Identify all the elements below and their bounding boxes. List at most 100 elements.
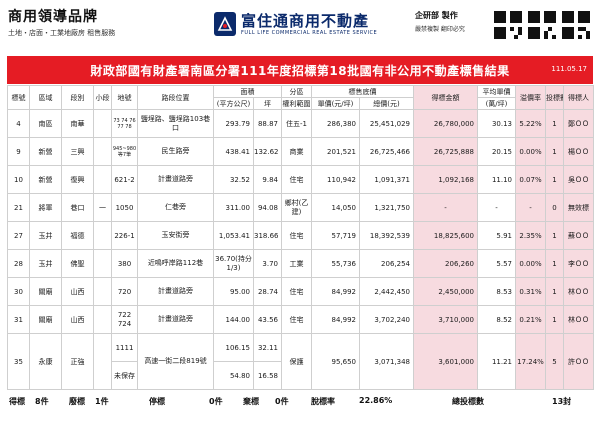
cell-sqm: 95.00: [213, 277, 254, 306]
cell-ping: 32.11: [253, 333, 282, 362]
cell-winner: 吳ＯＯ: [563, 165, 594, 194]
cell-bidders: 0: [545, 193, 564, 222]
cell-no: 30: [7, 277, 30, 306]
qr-code-icon[interactable]: [528, 11, 556, 39]
table-row: 9 新營 三興 945~980 等7筆 民生路旁 438.41 132.62 商…: [7, 137, 594, 166]
cell-winner: 鄭ＯＯ: [563, 109, 594, 138]
cell-award: 2,450,000: [413, 277, 478, 306]
header-subrow: (平方公尺) 坪 權利範圍 單價(元/坪) 總價(元) (萬/坪): [8, 97, 594, 110]
cell-premium: 2.35%: [515, 221, 546, 250]
cell-zone: 保護: [281, 333, 312, 390]
cell-unit-price: 110,942: [311, 165, 360, 194]
cell-bidders: 1: [545, 305, 564, 334]
rate-value: 22.86%: [359, 396, 393, 405]
cell-zone: 住宅: [281, 277, 312, 306]
cell-section: 山西: [61, 277, 94, 306]
cell-unit-price: 286,380: [311, 109, 360, 138]
cell-premium: 17.24%: [515, 333, 546, 390]
table-row: 10 新營 復興 621-2 計畫道路旁 32.52 9.84 住宅 110,9…: [7, 165, 594, 194]
won-label: 得標: [9, 397, 25, 406]
col-bid-base: 標售底價: [311, 85, 414, 98]
cell-award: 206,260: [413, 249, 478, 278]
cell-premium: 0.21%: [515, 305, 546, 334]
cell-total-price: 1,091,371: [359, 165, 414, 194]
table-row: 28 玉井 佛聖 380 近鳴呼岸路112巷 36.70(持分1/3) 3.70…: [7, 249, 594, 278]
cell-total-price: 3,702,240: [359, 305, 414, 334]
cell-no: 31: [7, 305, 30, 334]
qr-code-icon[interactable]: [562, 11, 590, 39]
cell-road: 民生路旁: [137, 137, 214, 166]
cell-award: 26,780,000: [413, 109, 478, 138]
cell-lot: 720: [111, 277, 138, 306]
cell-unit-price: 55,736: [311, 249, 360, 278]
col-zone-sub: 權利範圍: [281, 97, 312, 110]
cell-premium: 5.22%: [515, 109, 546, 138]
cell-section: 三興: [61, 137, 94, 166]
cell-lot: 226-1: [111, 221, 138, 250]
cell-zone: 住宅: [281, 221, 312, 250]
cell-unit-price: 57,719: [311, 221, 360, 250]
cell-unit-price: 201,521: [311, 137, 360, 166]
cell-district: 南區: [29, 109, 62, 138]
cell-sqm: 54.80: [213, 361, 254, 390]
col-avg: 平均單價: [477, 85, 516, 98]
cell-section: 南華: [61, 109, 94, 138]
cell-sqm: 438.41: [213, 137, 254, 166]
abandon-label: 棄標: [243, 397, 259, 406]
cell-winner: 林ＯＯ: [563, 277, 594, 306]
cell-no: 27: [7, 221, 30, 250]
cell-lot: 73 74 76 77 78: [111, 109, 138, 138]
cell-district: 關廟: [29, 277, 62, 306]
cell-total-price: 2,442,450: [359, 277, 414, 306]
col-award: 得標金額: [413, 85, 478, 110]
table-row: 30 關廟 山西 720 計畫道路旁 95.00 28.74 住宅 84,992…: [7, 277, 594, 306]
cell-sqm: 32.52: [213, 165, 254, 194]
cell-total-price: 25,451,029: [359, 109, 414, 138]
cell-lot: 945~980 等7筆: [111, 137, 138, 166]
qr-code-icon[interactable]: [494, 11, 522, 39]
page-title: 財政部國有財產署南區分署111年度招標第18批國有非公用不動產標售結果: [90, 64, 510, 78]
header: 商用領導品牌 土地・店面・工業地廠房 租售服務 富住通商用不動產 FULL LI…: [0, 0, 600, 50]
stop-value: 0件: [209, 397, 223, 406]
cell-subsection: [93, 221, 112, 250]
cell-total-price: 26,725,466: [359, 137, 414, 166]
rate-label: 脫標率: [311, 397, 335, 406]
cell-avg: 20.15: [477, 137, 516, 166]
cell-avg: -: [477, 193, 516, 222]
cell-sqm: 311.00: [213, 193, 254, 222]
cell-subsection: [93, 277, 112, 306]
cell-avg: 8.52: [477, 305, 516, 334]
cell-district: 將軍: [29, 193, 62, 222]
cell-award: 18,825,600: [413, 221, 478, 250]
col-avg-unit: (萬/坪): [477, 97, 516, 110]
cell-bidders: 5: [545, 333, 564, 390]
cell-avg: 8.53: [477, 277, 516, 306]
cell-avg: 5.91: [477, 221, 516, 250]
cell-avg: 30.13: [477, 109, 516, 138]
cell-winner: 許ＯＯ: [563, 333, 594, 390]
company-logo-icon: [214, 12, 236, 36]
cell-ping: 132.62: [253, 137, 282, 166]
cell-road: 近鳴呼岸路112巷: [137, 249, 214, 278]
cell-sqm: 106.15: [213, 333, 254, 362]
cell-section: 復興: [61, 165, 94, 194]
cell-avg: 5.57: [477, 249, 516, 278]
cell-total-price: 1,321,750: [359, 193, 414, 222]
col-area-ping: 坪: [253, 97, 282, 110]
cell-road: 高速一街二段819號: [137, 333, 214, 390]
cell-premium: 0.00%: [515, 249, 546, 278]
col-lot: 地號: [111, 85, 138, 110]
cell-ping: 3.70: [253, 249, 282, 278]
cell-road: 計畫道路旁: [137, 277, 214, 306]
abandon-value: 0件: [275, 397, 289, 406]
cell-sqm: 293.79: [213, 109, 254, 138]
cell-avg: 11.10: [477, 165, 516, 194]
col-road: 路段位置: [137, 85, 214, 110]
cell-winner: 無效標: [563, 193, 594, 222]
cell-lot: 1050: [111, 193, 138, 222]
credit-line: 企研部 製作: [415, 11, 458, 20]
cell-district: 新營: [29, 165, 62, 194]
cell-district: 玉井: [29, 249, 62, 278]
cell-zone: 商業: [281, 137, 312, 166]
cell-no: 21: [7, 193, 30, 222]
